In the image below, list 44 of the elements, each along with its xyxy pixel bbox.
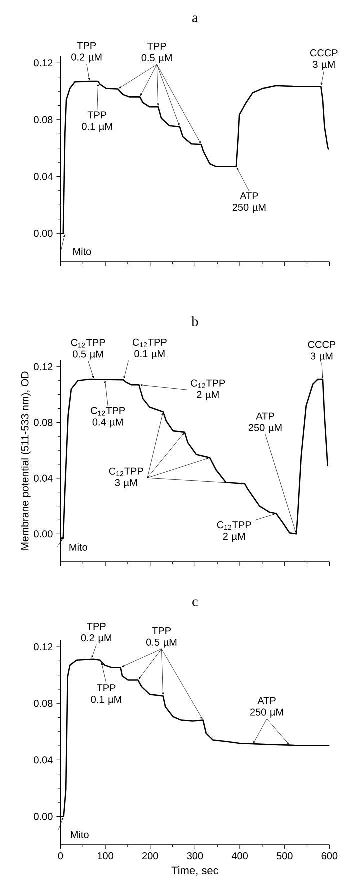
annotation: C$_{12}$TPP 0.4 µM [91, 407, 126, 428]
x-tick-label: 500 [276, 852, 293, 860]
y-axis-title: Membrane potential (511-533 nm), OD [21, 372, 31, 550]
x-tick-label: 300 [187, 852, 204, 860]
annotation: C$_{12}$TPP 2 µM [191, 380, 226, 400]
chart-title: b [192, 316, 198, 326]
annotation: ATP 250 µM [248, 412, 282, 434]
x-tick-label: 0 [58, 852, 64, 860]
x-tick-label: 600 [322, 852, 338, 860]
annotation: C$_{12}$TPP 0.5 µM [71, 339, 106, 360]
x-tick-label: 100 [98, 852, 114, 860]
annotation: CCCP 3 µM [308, 341, 336, 362]
y-tick-label: 0.04 [34, 474, 53, 482]
y-tick-label: 0.00 [34, 530, 53, 538]
annotation: TPP 0.5 µM [146, 627, 177, 648]
annotation: TPP 0.2 µM [72, 42, 102, 63]
annotation: TPP 0.1 µM [82, 112, 112, 132]
chart-title: c [192, 600, 198, 606]
x-axis-title: Time, sec [172, 866, 219, 876]
annotation: Mito [70, 544, 88, 551]
annotation: Mito [74, 248, 92, 256]
x-tick-label: 400 [232, 852, 248, 860]
annotation: ATP 250 µM [250, 697, 284, 718]
y-tick-label: 0.04 [34, 756, 53, 764]
annotation: ATP 250 µM [232, 192, 266, 214]
y-tick-label: 0.08 [34, 700, 53, 708]
y-tick-label: 0.12 [34, 60, 53, 67]
y-tick-label: 0.08 [34, 116, 53, 124]
annotation: C$_{12}$TPP 0.1 µM [132, 338, 167, 360]
chart-title: a [192, 16, 198, 22]
x-tick-label: 200 [142, 852, 158, 860]
annotation: CCCP 3 µM [310, 50, 338, 70]
annotation: C$_{12}$TPP 3 µM [109, 468, 144, 488]
y-tick-label: 0.12 [34, 644, 53, 651]
y-tick-label: 0.04 [34, 173, 53, 180]
annotation: TPP 0.5 µM [142, 43, 172, 64]
annotation: TPP 0.1 µM [91, 684, 122, 706]
y-tick-label: 0.12 [34, 363, 53, 370]
annotation: Mito [71, 831, 89, 838]
y-tick-label: 0.00 [34, 813, 53, 820]
annotation: C$_{12}$TPP 2 µM [217, 522, 252, 542]
y-tick-label: 0.08 [34, 419, 53, 426]
annotation: TPP 0.2 µM [81, 623, 112, 644]
y-tick-label: 0.00 [34, 230, 53, 238]
